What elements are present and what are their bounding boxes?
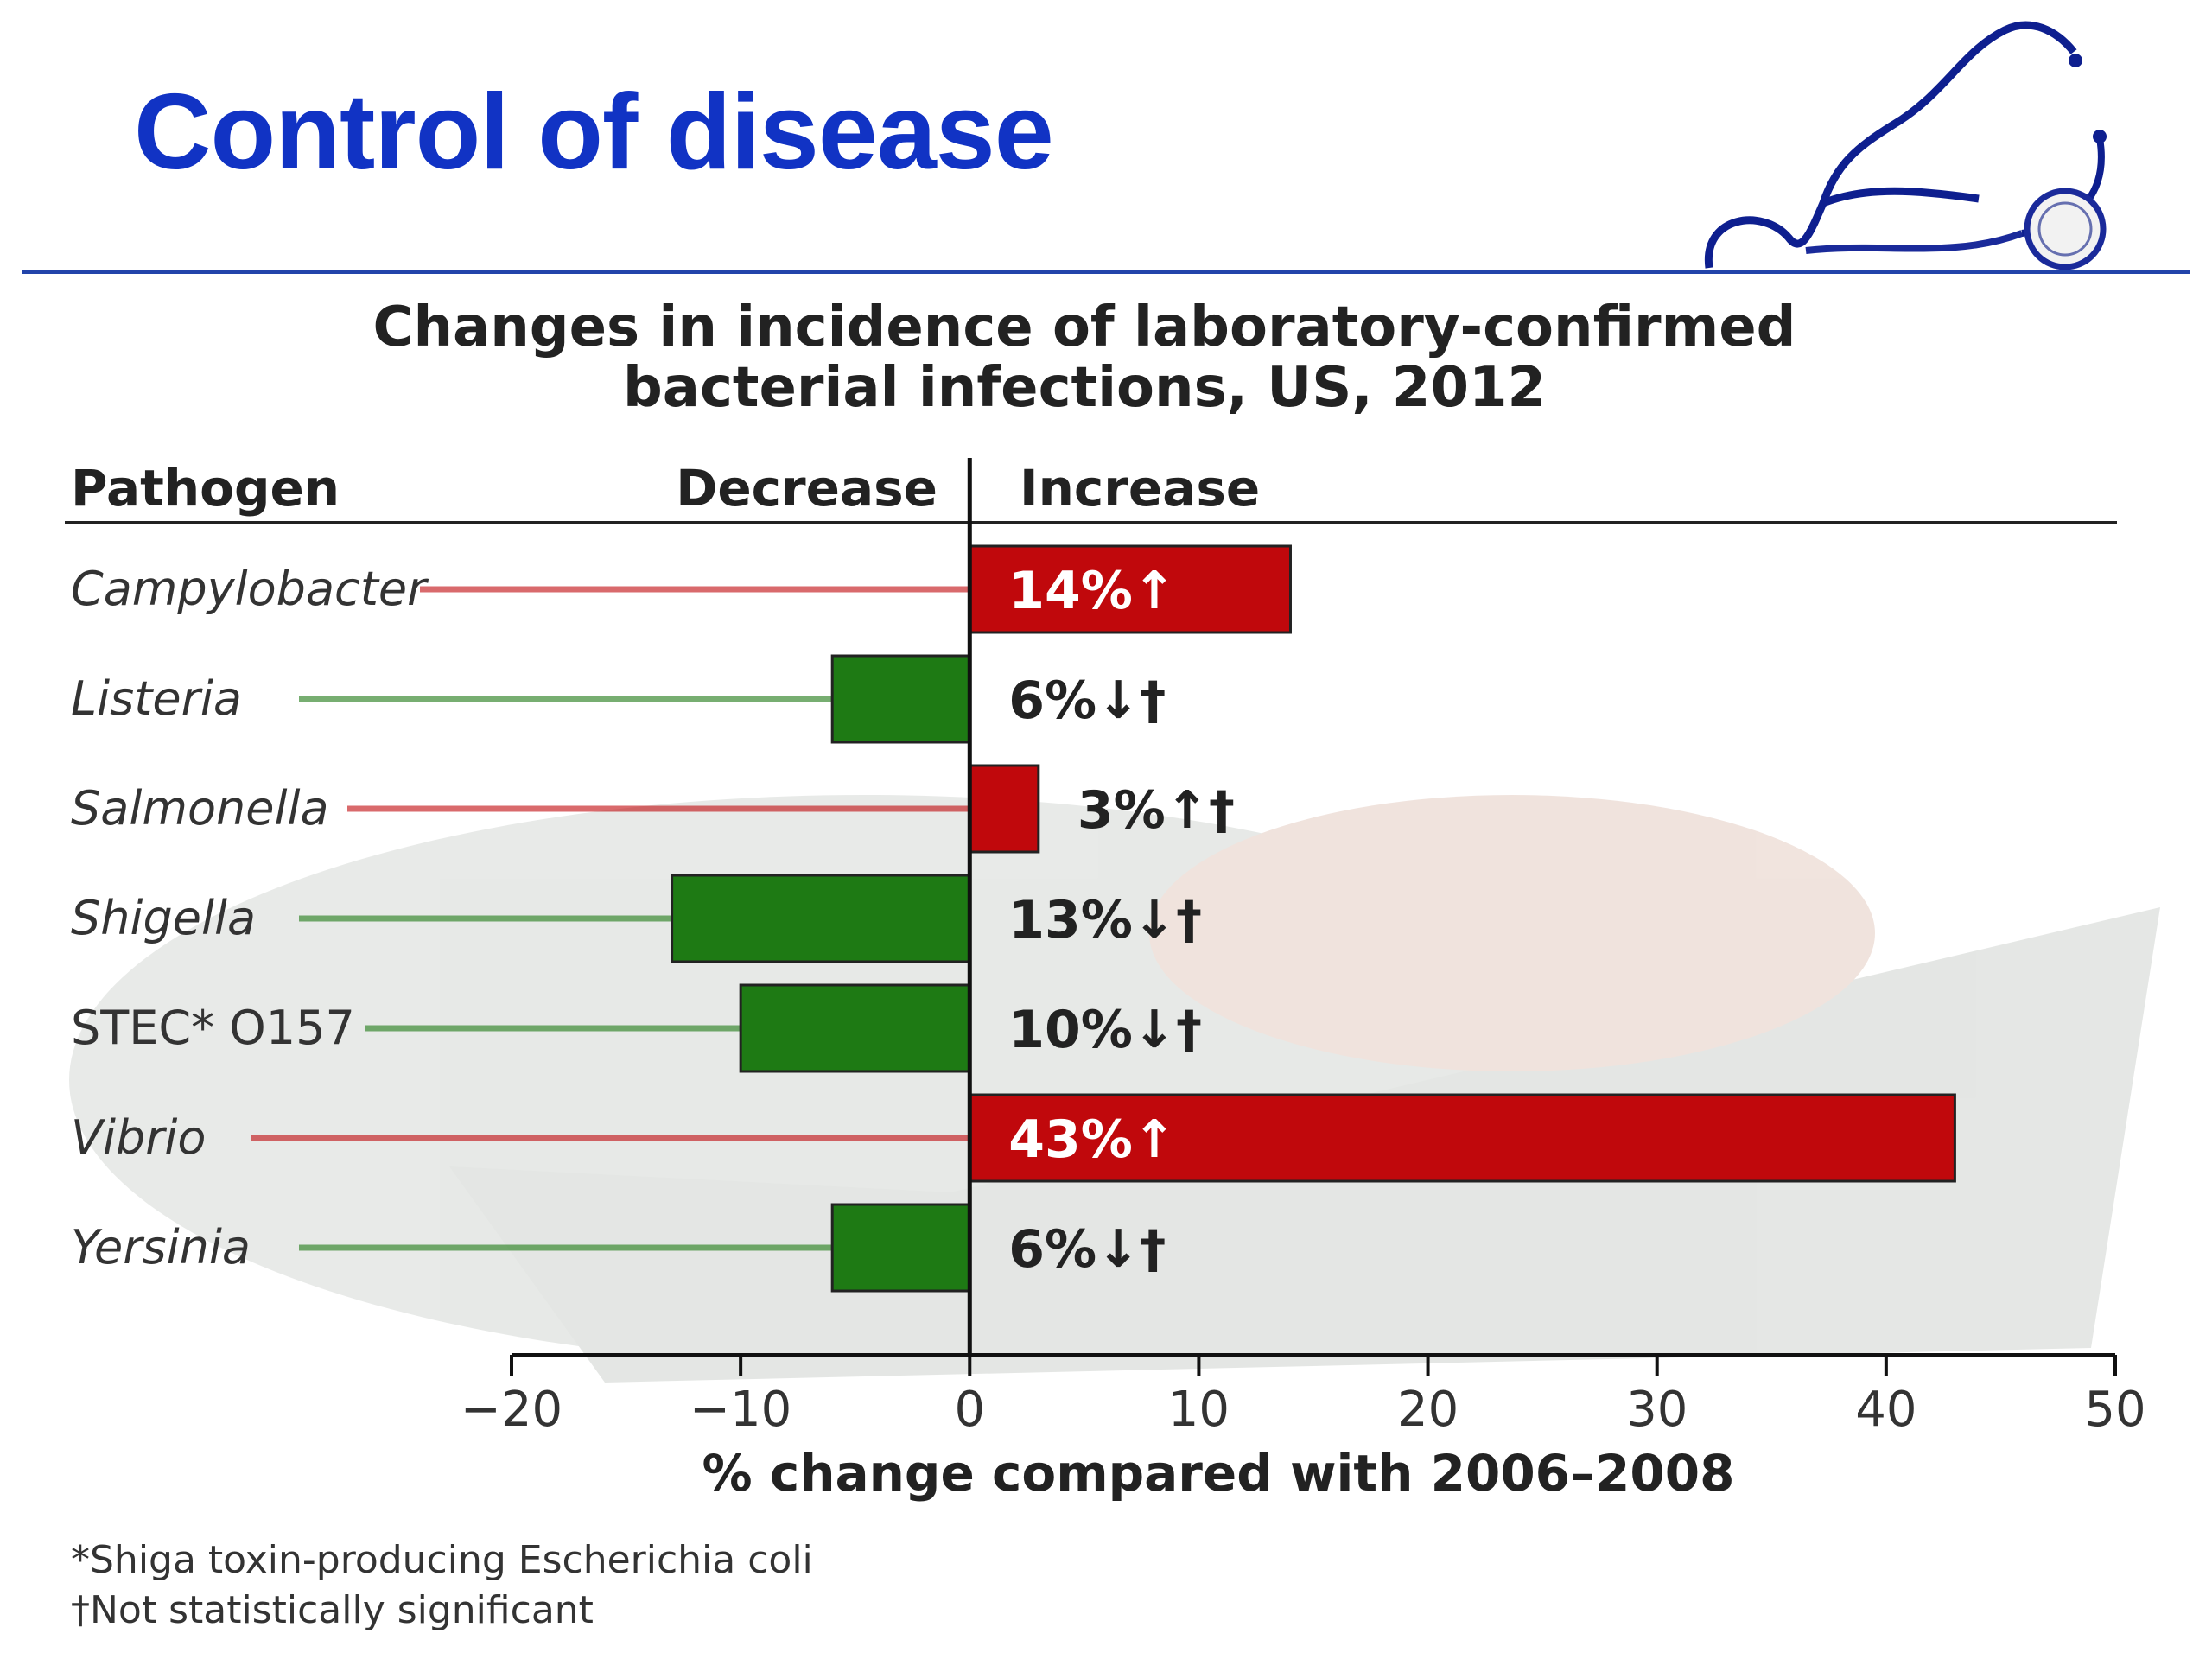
data-label: 10%↓† [1008,1000,1202,1060]
category-label: Campylobacter [71,562,429,616]
x-tick-label: 30 [1626,1382,1688,1438]
category-label: Listeria [71,671,242,726]
column-header-pathogen: Pathogen [71,459,340,518]
category-label: STEC* O157 [71,1001,355,1055]
data-label: 43%↑ [1008,1109,1176,1170]
data-label: 14%↑ [1008,561,1176,621]
bar [968,1093,1956,1183]
category-label: Yersinia [71,1220,251,1274]
category-label: Vibrio [71,1110,206,1165]
data-label: 6%↓† [1008,671,1166,731]
footnote-stec: *Shiga toxin-producing Escherichia coli [71,1538,813,1582]
slide-title: Control of disease [134,73,1054,192]
title-divider [22,270,2190,274]
category-label: Shigella [71,891,256,945]
chart-title-line2: bacterial infections, US, 2012 [623,356,1546,420]
bar [968,764,1040,854]
background-basket-image [69,795,2160,1382]
x-tick-label: 10 [1168,1382,1230,1438]
bar [830,1203,971,1293]
column-header-decrease: Decrease [676,459,938,518]
bar [739,983,971,1073]
x-tick-label: −10 [690,1382,791,1438]
data-label: 3%↑† [1077,780,1235,841]
x-tick-label: 20 [1397,1382,1459,1438]
footnote-significance: †Not statistically significant [71,1588,594,1632]
category-label: Salmonella [71,781,329,836]
x-tick-label: −20 [461,1382,563,1438]
x-tick-label: 40 [1855,1382,1916,1438]
column-header-increase: Increase [1020,459,1260,518]
data-label: 13%↓† [1008,890,1202,950]
stethoscope-icon [1704,21,2107,270]
bar [671,874,971,963]
data-label: 6%↓† [1008,1219,1166,1280]
chart-title-line1: Changes in incidence of laboratory-confi… [373,296,1796,359]
x-axis-label: % change compared with 2006–2008 [702,1444,1735,1503]
x-tick-label: 50 [2084,1382,2145,1438]
bar [830,654,971,744]
x-tick-label: 0 [954,1382,985,1438]
